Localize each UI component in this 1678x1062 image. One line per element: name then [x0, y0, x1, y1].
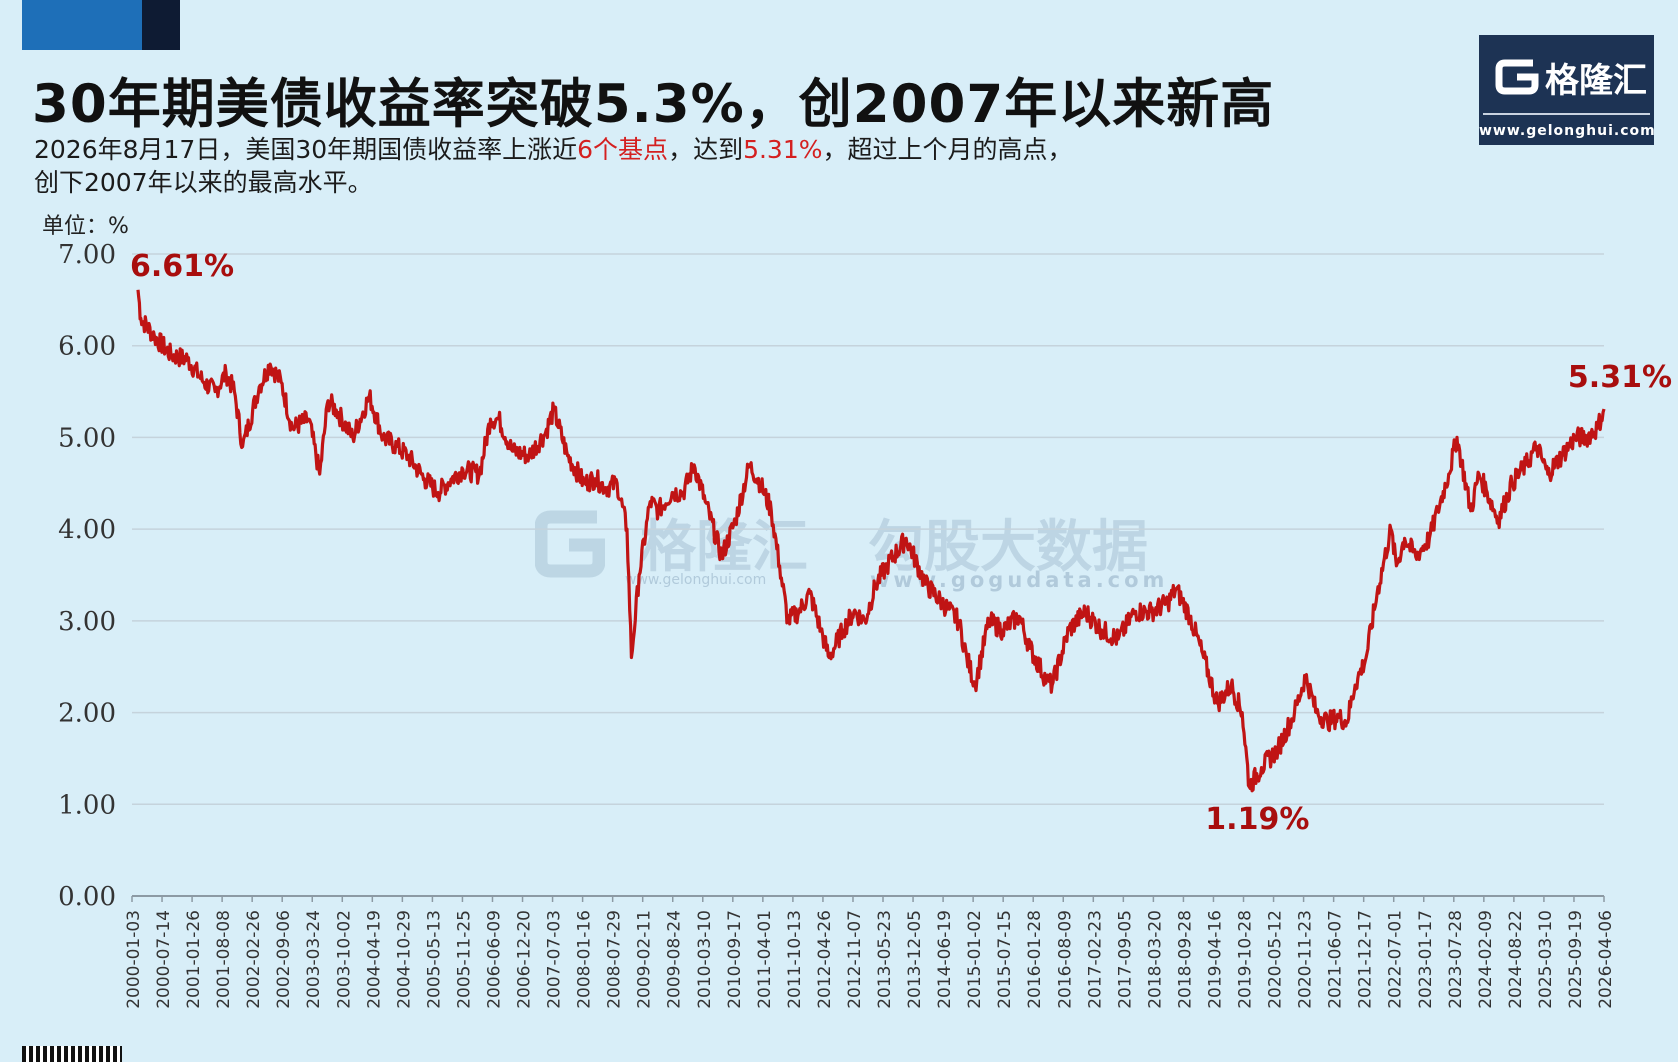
x-tick-label: 2009-08-24	[665, 910, 685, 1009]
data-label: 6.61%	[130, 249, 234, 284]
x-tick-label: 2001-08-08	[214, 910, 234, 1009]
chart-title: 30年期美债收益率突破5.3%，创2007年以来新高	[32, 74, 1275, 135]
x-tick-label: 2025-03-10	[1536, 910, 1556, 1009]
y-tick-label: 7.00	[58, 240, 116, 270]
x-tick-label: 2026-04-06	[1596, 910, 1616, 1009]
x-tick-label: 2011-04-01	[755, 910, 775, 1009]
subtitle-line-2: 创下2007年以来的最高水平。	[34, 168, 373, 197]
x-tick-label: 2024-02-09	[1476, 910, 1496, 1009]
x-tick-label: 2003-10-02	[334, 910, 354, 1009]
x-tick-label: 2019-04-16	[1205, 910, 1225, 1009]
x-tick-label: 2010-09-17	[725, 910, 745, 1009]
y-tick-label: 1.00	[58, 790, 116, 820]
x-tick-label: 2024-08-22	[1506, 910, 1526, 1009]
x-tick-label: 2015-07-15	[995, 910, 1015, 1009]
x-tick-label: 2017-02-23	[1085, 910, 1105, 1009]
watermark-g-icon	[535, 510, 605, 578]
y-tick-label: 2.00	[58, 699, 116, 729]
logo-url: www.gelonghui.com	[1479, 123, 1656, 139]
x-tick-label: 2023-01-17	[1416, 910, 1436, 1009]
x-tick-label: 2004-04-19	[364, 910, 384, 1009]
x-tick-label: 2016-08-09	[1055, 910, 1075, 1009]
x-tick-label: 2000-07-14	[154, 910, 174, 1009]
x-tick-label: 2011-10-13	[785, 910, 805, 1009]
x-tick-label: 2013-05-23	[875, 910, 895, 1009]
x-tick-label: 2005-05-13	[424, 910, 444, 1009]
x-tick-label: 2021-12-17	[1356, 910, 1376, 1009]
watermark-brand-url: www.gelonghui.com	[625, 572, 767, 588]
logo-brand-text: 格隆汇	[1545, 61, 1647, 101]
x-tick-label: 2017-09-05	[1115, 910, 1135, 1009]
subtitle-part-2: ，达到	[668, 135, 744, 164]
y-tick-label: 0.00	[58, 882, 116, 912]
x-tick-label: 2013-12-05	[905, 910, 925, 1009]
x-tick-label: 2016-01-28	[1025, 910, 1045, 1009]
x-tick-label: 2006-12-20	[515, 910, 535, 1009]
x-tick-label: 2000-01-03	[124, 910, 144, 1009]
x-tick-label: 2020-05-12	[1266, 910, 1286, 1009]
x-tick-label: 2019-10-28	[1236, 910, 1256, 1009]
series-line	[136, 289, 1606, 793]
x-tick-label: 2025-09-19	[1566, 910, 1586, 1009]
x-tick-label: 2002-02-26	[244, 910, 264, 1009]
logo-divider	[1483, 113, 1650, 115]
x-tick-label: 2023-07-28	[1446, 910, 1466, 1009]
x-tick-label: 2009-02-11	[635, 910, 655, 1009]
x-tick-label: 2004-10-29	[394, 910, 414, 1009]
y-tick-label: 4.00	[58, 515, 116, 545]
y-tick-label: 6.00	[58, 332, 116, 362]
data-label: 1.19%	[1205, 802, 1309, 837]
y-tick-label: 5.00	[58, 423, 116, 453]
subtitle-highlight-2: 5.31%	[743, 135, 823, 164]
x-tick-label: 2008-01-16	[575, 910, 595, 1009]
y-tick-label: 3.00	[58, 607, 116, 637]
x-tick-label: 2018-09-28	[1175, 910, 1195, 1009]
x-tick-label: 2001-01-26	[184, 910, 204, 1009]
y-axis-unit-label: 单位：%	[42, 214, 129, 239]
x-tick-label: 2003-03-24	[304, 910, 324, 1009]
qr-code-icon	[22, 1046, 122, 1062]
x-tick-label: 2021-06-07	[1326, 910, 1346, 1009]
data-label: 5.31%	[1568, 360, 1672, 395]
top-accent-bar-blue	[22, 0, 142, 50]
x-tick-label: 2012-04-26	[815, 910, 835, 1009]
chart-subtitle: 2026年8月17日，美国30年期国债收益率上涨近6个基点，达到5.31%，超过…	[34, 133, 1234, 199]
top-accent-bar-navy	[142, 0, 180, 50]
x-tick-label: 2008-07-29	[605, 910, 625, 1009]
subtitle-part-3: ，超过上个月的高点，	[822, 135, 1073, 164]
subtitle-part-1: 2026年8月17日，美国30年期国债收益率上涨近	[34, 135, 578, 164]
x-tick-label: 2002-09-06	[274, 910, 294, 1009]
x-tick-label: 2018-03-20	[1145, 910, 1165, 1009]
x-tick-label: 2012-11-07	[845, 910, 865, 1009]
x-tick-label: 2015-01-02	[965, 910, 985, 1009]
x-tick-label: 2005-11-25	[454, 910, 474, 1009]
gelonghui-g-icon	[1495, 59, 1539, 95]
x-tick-label: 2006-06-09	[484, 910, 504, 1009]
x-tick-label: 2014-06-19	[935, 910, 955, 1009]
x-tick-label: 2010-03-10	[695, 910, 715, 1009]
x-tick-label: 2020-11-23	[1296, 910, 1316, 1009]
subtitle-highlight-1: 6个基点	[577, 135, 669, 164]
gelonghui-logo: 格隆汇 www.gelonghui.com	[1479, 35, 1656, 145]
x-tick-label: 2007-07-03	[545, 910, 565, 1009]
x-tick-label: 2022-07-01	[1386, 910, 1406, 1009]
